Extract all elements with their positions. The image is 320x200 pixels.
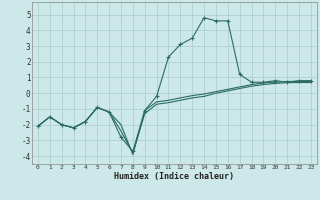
X-axis label: Humidex (Indice chaleur): Humidex (Indice chaleur) <box>115 172 234 181</box>
